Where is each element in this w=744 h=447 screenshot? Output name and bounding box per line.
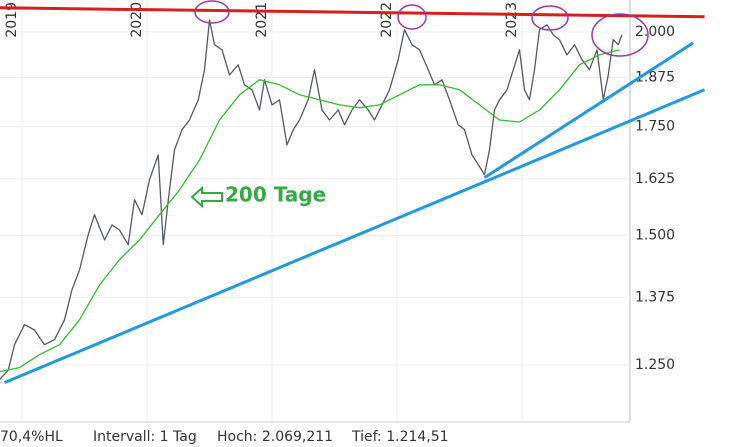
footer-text: 70,4%HL xyxy=(0,429,63,445)
x-tick-label: 2022 xyxy=(379,2,395,38)
footer-text: Tief: 1.214,51 xyxy=(351,429,449,445)
trend-line xyxy=(3,88,706,384)
ma-label: 200 Tage xyxy=(225,183,326,207)
y-tick-label: 1.500 xyxy=(635,228,675,244)
x-tick-label: 2023 xyxy=(504,2,520,38)
x-tick-label: 2019 xyxy=(4,2,20,38)
price-line xyxy=(0,19,623,381)
highlight-ellipse xyxy=(194,0,230,24)
y-tick-label: 2.000 xyxy=(635,24,675,40)
y-tick-label: 1.375 xyxy=(635,289,675,305)
y-tick-label: 1.625 xyxy=(635,171,675,187)
footer-text: Hoch: 2.069,211 xyxy=(217,429,333,445)
y-tick-label: 1.250 xyxy=(635,357,675,373)
trend-line xyxy=(0,6,705,19)
y-tick-label: 1.750 xyxy=(635,118,675,134)
footer-text: Intervall: 1 Tag xyxy=(93,429,197,445)
highlight-ellipse xyxy=(531,5,569,31)
highlight-ellipse xyxy=(397,4,427,30)
x-tick-label: 2020 xyxy=(129,2,145,38)
highlights xyxy=(194,0,649,57)
ma-line xyxy=(0,49,620,373)
highlight-ellipse xyxy=(591,13,649,57)
x-tick-label: 2021 xyxy=(254,2,270,38)
annotation-arrow xyxy=(190,185,223,209)
trend-line xyxy=(483,41,695,179)
